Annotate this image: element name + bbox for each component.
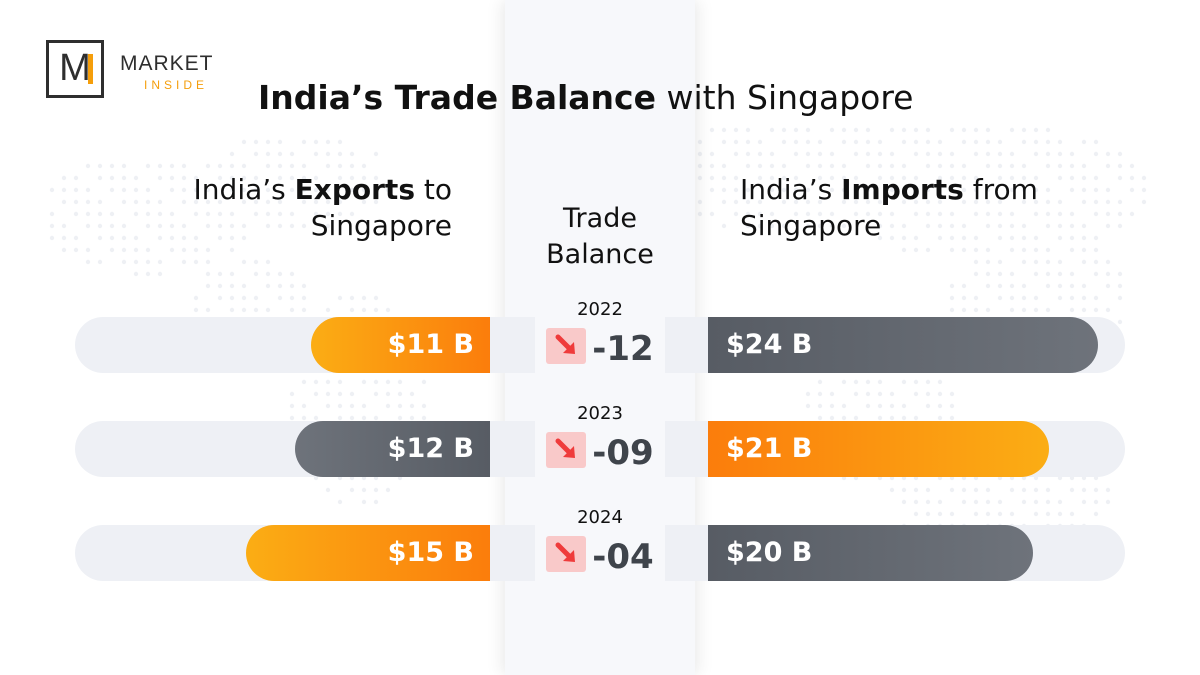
- trade-balance-value: -04: [505, 535, 695, 577]
- trade-balance-header-line1: Trade: [563, 203, 637, 234]
- exports-header-line2: Singapore: [310, 209, 452, 242]
- year-label: 2024: [577, 507, 623, 528]
- logo-word-market: MARKET: [120, 52, 214, 75]
- trade-balance-header-line2: Balance: [546, 239, 654, 270]
- logo-box: [46, 40, 104, 98]
- year-label: 2023: [577, 403, 623, 424]
- imports-bar: $21 B: [708, 421, 1050, 477]
- imports-header-pre: India’s: [740, 173, 842, 206]
- imports-header-line2: Singapore: [740, 209, 882, 242]
- chart-title: India’s Trade Balance with Singapore: [258, 78, 913, 117]
- exports-bar: $11 B: [311, 317, 490, 373]
- imports-bar: $24 B: [708, 317, 1098, 373]
- exports-header-pre: India’s: [193, 173, 295, 206]
- chart-title-rest: with Singapore: [656, 78, 914, 117]
- logo-word-inside: INSIDE: [144, 78, 209, 92]
- exports-header-line1: India’s Exports to: [194, 172, 452, 208]
- arrow-down-right-icon: [546, 327, 587, 364]
- imports-header-post: from: [963, 173, 1038, 206]
- exports-header: India’s Exports to Singapore: [194, 172, 452, 244]
- exports-bar: $12 B: [295, 421, 490, 477]
- exports-header-post: to: [414, 173, 452, 206]
- logo-letter: M: [59, 47, 91, 89]
- trade-balance-column: [505, 0, 695, 675]
- trade-balance-number: -09: [592, 432, 654, 473]
- chart-title-bold: India’s Trade Balance: [258, 78, 656, 117]
- imports-bar: $20 B: [708, 525, 1033, 581]
- trade-balance-value: -12: [505, 327, 695, 369]
- trade-balance-number: -04: [592, 536, 654, 577]
- trade-balance-number: -12: [592, 328, 654, 369]
- logo-accent-bar: [88, 54, 93, 84]
- exports-bar: $15 B: [246, 525, 490, 581]
- arrow-down-right-icon: [546, 535, 587, 572]
- exports-header-bold: Exports: [294, 173, 415, 206]
- year-label: 2022: [577, 299, 623, 320]
- arrow-down-right-icon: [546, 431, 587, 468]
- trade-balance-header: Trade Balance: [505, 201, 695, 273]
- imports-header: India’s Imports from Singapore: [740, 172, 1038, 244]
- imports-header-bold: Imports: [841, 173, 964, 206]
- imports-header-line1: India’s Imports from: [740, 172, 1038, 208]
- trade-balance-value: -09: [505, 431, 695, 473]
